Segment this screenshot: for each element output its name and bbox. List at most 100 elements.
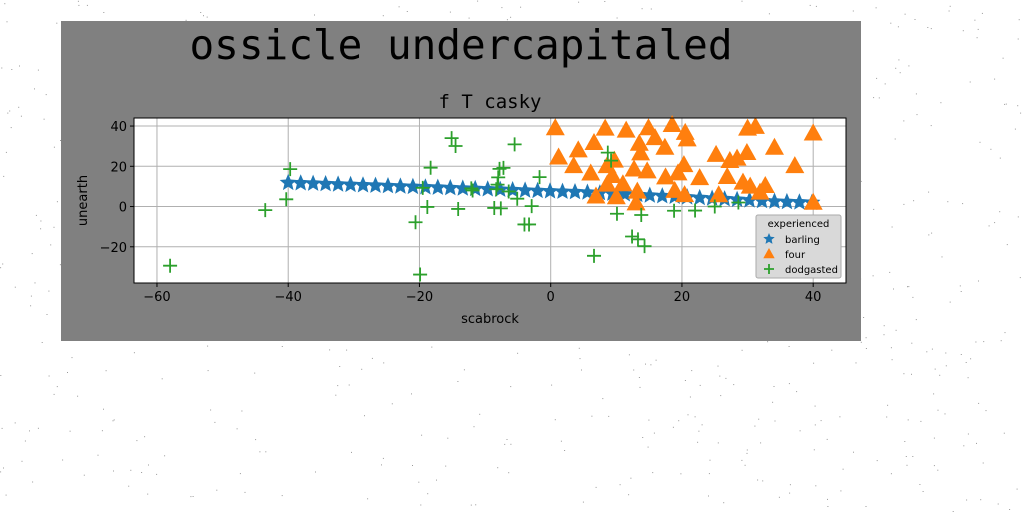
- four-point: [803, 192, 823, 210]
- x-axis-label: scabrock: [461, 312, 519, 327]
- four-point: [568, 140, 588, 158]
- four-point: [549, 147, 569, 165]
- dodgasted-point: [493, 201, 508, 216]
- four-point: [626, 193, 646, 211]
- barling-point: [317, 175, 335, 192]
- four-point: [595, 118, 615, 136]
- dodgasted-point: [522, 217, 537, 232]
- barling-point: [691, 188, 709, 206]
- dodgasted-point: [279, 192, 294, 207]
- four-point: [637, 161, 657, 179]
- four-point: [674, 155, 694, 173]
- dodgasted-point: [413, 267, 428, 282]
- dodgasted-point: [634, 207, 649, 222]
- page-title: ossicle undercapitaled: [189, 21, 733, 69]
- four-point: [675, 185, 695, 203]
- legend-marker-dodgasted: [764, 264, 774, 274]
- legend-box: [755, 214, 842, 279]
- dodgasted-point: [451, 201, 466, 216]
- barling-point: [753, 191, 771, 209]
- plot-frame: [133, 117, 847, 284]
- dodgasted-point: [600, 145, 615, 160]
- legend-label-dodgasted: dodgasted: [785, 265, 838, 276]
- dodgasted-point: [524, 199, 539, 214]
- four-point: [624, 159, 644, 177]
- x-tick-label: 40: [805, 290, 822, 305]
- dodgasted-point: [587, 248, 602, 263]
- dodgasted-point: [625, 229, 640, 244]
- barling-point: [342, 175, 360, 193]
- barling-point: [441, 179, 459, 196]
- barling-point: [454, 179, 472, 196]
- four-point: [616, 120, 636, 138]
- dodgasted-point: [507, 137, 522, 152]
- y-tick-label: 0: [119, 201, 127, 216]
- barling-point: [292, 174, 310, 191]
- four-point: [645, 128, 665, 146]
- dodgasted-point: [420, 199, 435, 214]
- x-tick-label: −60: [143, 290, 170, 305]
- barling-point: [778, 192, 796, 210]
- four-point: [606, 187, 626, 205]
- dodgasted-point: [491, 170, 506, 185]
- dodgasted-point: [630, 232, 645, 247]
- axis-ticks: −60 −40 −20 0 20 40 −20 0 20 40: [100, 120, 822, 305]
- x-tick-label: 20: [674, 290, 691, 305]
- four-point: [737, 143, 757, 161]
- x-tick-label: 0: [547, 290, 555, 305]
- legend-label-four: four: [785, 250, 806, 261]
- barling-point: [304, 174, 322, 191]
- x-tick-label: −20: [406, 290, 433, 305]
- barling-point: [329, 175, 347, 192]
- dodgasted-point: [444, 131, 459, 146]
- dodgasted-point: [258, 203, 273, 218]
- barling-point: [529, 181, 547, 199]
- barling-point: [516, 181, 534, 198]
- chart-title: f T casky: [439, 91, 542, 113]
- four-point: [803, 123, 823, 141]
- four-point: [727, 148, 747, 166]
- four-point: [581, 163, 601, 181]
- dodgasted-point: [448, 138, 463, 153]
- barling-point: [366, 176, 384, 193]
- four-point: [629, 133, 649, 151]
- y-tick-label: −20: [100, 241, 127, 256]
- barling-point: [379, 177, 397, 194]
- four-point: [627, 181, 647, 199]
- barling-point: [479, 180, 497, 197]
- barling-point: [416, 178, 434, 195]
- legend-label-barling: barling: [785, 235, 820, 246]
- dodgasted-point: [510, 191, 525, 206]
- dodgasted-point: [501, 184, 516, 199]
- barling-point: [765, 192, 783, 209]
- barling-point: [391, 177, 409, 194]
- legend: experienced barling four dodgasted: [755, 214, 842, 279]
- y-tick-label: 40: [110, 120, 127, 135]
- dodgasted-point: [667, 203, 682, 218]
- four-point: [750, 182, 770, 200]
- barling-point: [279, 173, 297, 191]
- four-point: [545, 118, 565, 136]
- four-point: [740, 176, 760, 194]
- dodgasted-point: [609, 206, 624, 221]
- four-point: [662, 115, 682, 133]
- dodgasted-point: [415, 180, 430, 195]
- dodgasted-point: [496, 160, 511, 175]
- dodgasted-point: [163, 258, 178, 273]
- four-point: [745, 116, 765, 134]
- four-point: [564, 156, 584, 174]
- barling-point: [554, 182, 572, 199]
- four-point: [597, 174, 617, 192]
- dodgasted-point: [283, 162, 298, 177]
- barling-point: [541, 182, 559, 199]
- series-dodgasted: [163, 131, 746, 282]
- barling-point: [790, 193, 808, 210]
- chart-marks: [163, 115, 823, 282]
- four-point: [586, 186, 606, 204]
- dodgasted-point: [731, 195, 746, 210]
- four-point: [717, 166, 737, 184]
- series-four: [545, 115, 823, 211]
- four-point: [613, 174, 633, 192]
- y-tick-label: 20: [110, 160, 127, 175]
